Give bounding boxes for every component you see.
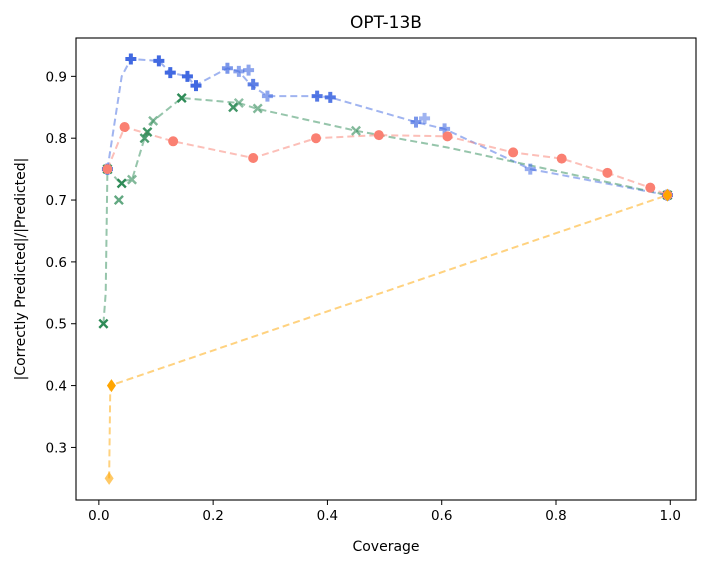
- red-circle-point: [556, 153, 567, 164]
- red-circle-point: [442, 131, 453, 142]
- orange-diamond-point: [662, 188, 672, 202]
- blue-plus-point: [181, 70, 193, 82]
- blue-plus-point: [153, 55, 165, 67]
- x-tick-label: 0.6: [431, 508, 452, 524]
- blue-plus-point: [419, 112, 431, 124]
- blue-plus-point: [261, 90, 273, 102]
- red-circle-point: [508, 147, 519, 158]
- y-tick-label: 0.4: [46, 379, 67, 395]
- blue-plus-point: [410, 116, 422, 128]
- blue-plus-point: [190, 80, 202, 92]
- y-tick-label: 0.3: [46, 440, 67, 456]
- x-tick-label: 0.8: [545, 508, 566, 524]
- blue-plus-point: [125, 53, 137, 65]
- x-axis-label: Coverage: [352, 539, 419, 555]
- blue-plus-point: [221, 62, 233, 74]
- blue-plus-point: [243, 64, 255, 76]
- red-circle-point: [311, 133, 321, 144]
- y-tick-label: 0.8: [46, 131, 67, 147]
- blue-plus-point: [247, 78, 259, 90]
- blue-plus-point: [233, 65, 245, 77]
- x-tick-label: 1.0: [660, 508, 681, 524]
- y-tick-label: 0.5: [46, 317, 67, 333]
- red-circle-point: [119, 122, 130, 133]
- red-circle-point: [102, 164, 113, 175]
- y-axis-label: |Correctly Predicted|/|Predicted|: [13, 158, 29, 381]
- green-x-point: [127, 174, 137, 185]
- x-tick-label: 0.0: [88, 508, 109, 524]
- orange-diamond-point: [104, 471, 114, 485]
- green-x-point: [116, 178, 127, 189]
- green-x-point: [176, 92, 187, 103]
- red-circle-point: [645, 182, 656, 193]
- blue-plus-point: [324, 91, 336, 103]
- plot-frame: [75, 37, 697, 501]
- red-circle-point: [602, 167, 613, 178]
- plot-area: [76, 38, 696, 500]
- green-x-point: [142, 127, 153, 138]
- green-x-point: [98, 318, 109, 329]
- green-x-point: [252, 103, 263, 114]
- x-tick-label: 0.4: [317, 508, 338, 524]
- green-x-point: [113, 195, 124, 206]
- green-x-point: [139, 133, 150, 144]
- y-tick-label: 0.6: [46, 255, 67, 271]
- ticks-layer: 0.0 0.2 0.4 0.6 0.8 1.0 0.3 0.4 0.5 0.6 0.7 0.8 0.9: [46, 69, 682, 524]
- green-x-point: [233, 97, 244, 108]
- x-tick-label: 0.2: [202, 508, 223, 524]
- red-circle-point: [168, 136, 179, 147]
- series-layer: [98, 53, 673, 485]
- blue-plus-point: [524, 163, 536, 175]
- orange-diamond-point: [106, 379, 116, 393]
- y-tick-label: 0.9: [46, 69, 67, 85]
- blue-plus-point: [439, 123, 451, 135]
- blue-plus-point: [164, 67, 176, 79]
- green-x-point: [351, 125, 361, 136]
- red-circle-point: [248, 152, 259, 163]
- red-circle-point: [373, 130, 384, 141]
- green-x-point: [148, 115, 159, 126]
- chart-title: OPT-13B: [350, 13, 422, 33]
- y-tick-label: 0.7: [46, 193, 67, 209]
- blue-plus-point: [311, 90, 323, 102]
